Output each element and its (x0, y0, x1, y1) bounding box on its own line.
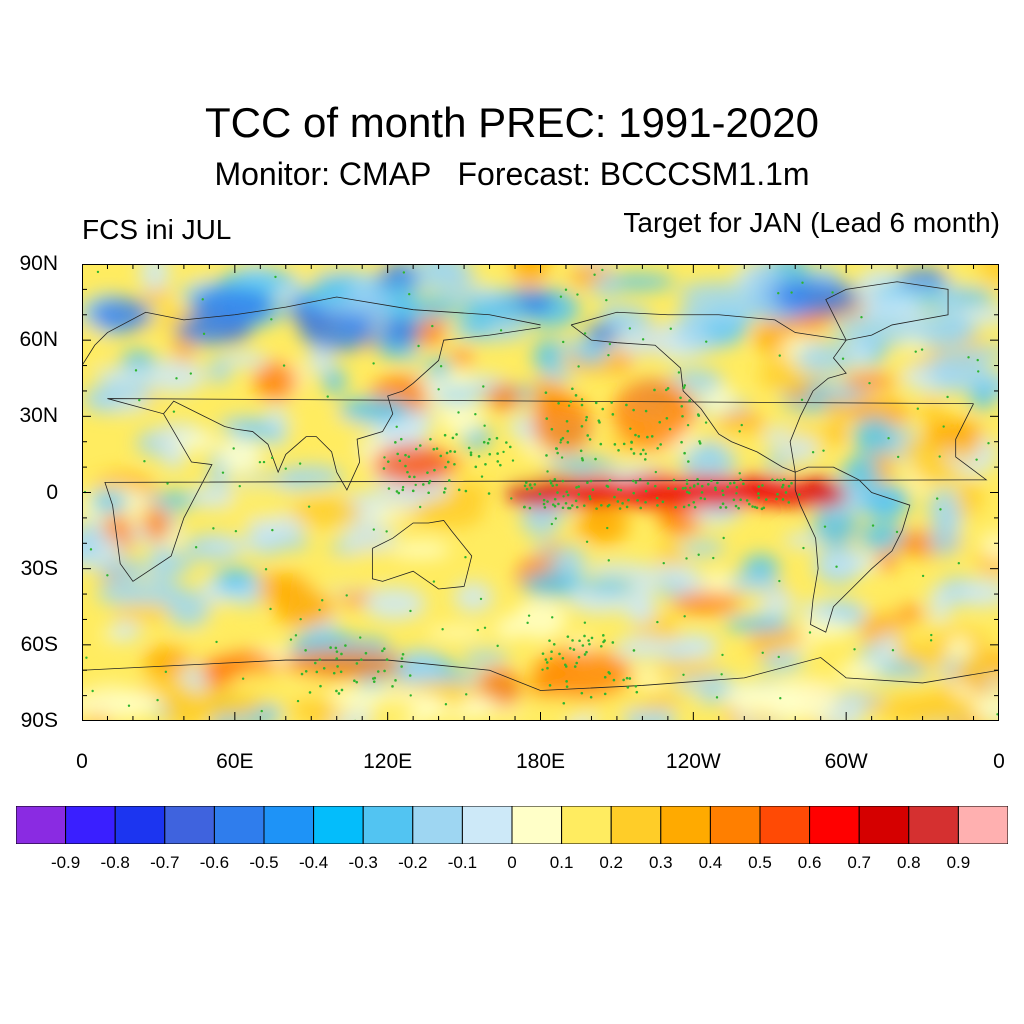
colorbar-swatch-14 (709, 805, 761, 845)
lon-label-5: 60W (824, 750, 868, 773)
colorbar-label: -0.2 (398, 853, 428, 872)
colorbar-swatch-0 (15, 805, 67, 845)
colorbar-label: 0.4 (698, 853, 723, 872)
colorbar-label: 0.9 (946, 853, 971, 872)
lat-label-30S: 30S (20, 556, 58, 580)
colorbar-label: -0.8 (100, 853, 130, 872)
colorbar-label: -0.3 (348, 853, 378, 872)
lat-label-90S: 90S (20, 709, 58, 732)
colorbar-swatch-18 (908, 805, 959, 845)
correlation-map (82, 264, 999, 721)
colorbar-swatch-2 (114, 805, 166, 845)
colorbar-label: 0.7 (847, 853, 871, 872)
lon-label-1: 60E (216, 750, 254, 773)
map-subtitle: Monitor: CMAP Forecast: BCCCSM1.1m (214, 156, 810, 192)
colorbar-label: 0.3 (648, 853, 673, 872)
correlation-field (82, 264, 999, 721)
coastlines (82, 281, 999, 691)
lat-label-30N: 30N (19, 404, 58, 428)
colorbar-swatch-9 (461, 805, 513, 845)
colorbar-swatch-6 (313, 805, 364, 845)
colorbar-swatch-5 (263, 805, 315, 845)
lon-label-0: 0 (76, 750, 88, 773)
colorbar-label: -0.6 (199, 853, 230, 872)
colorbar-swatch-16 (809, 805, 860, 845)
colorbar-label: 0.1 (549, 853, 574, 872)
colorbar-swatch-1 (65, 805, 116, 845)
lat-label-60S: 60S (20, 632, 58, 656)
colorbar-swatch-13 (660, 805, 711, 845)
colorbar-swatch-12 (610, 805, 662, 845)
colorbar-label: -0.7 (150, 853, 180, 872)
lon-label-4: 120W (665, 750, 721, 773)
map-title: TCC of month PREC: 1991-2020 (205, 99, 819, 146)
lon-label-2: 120E (363, 750, 413, 773)
lon-label-6: 0 (993, 750, 1005, 773)
axis-ticks (82, 264, 999, 721)
colorbar-label: -0.9 (50, 853, 81, 872)
lon-label-3: 180E (515, 750, 566, 773)
colorbar-label: -0.1 (447, 853, 478, 872)
colorbar-swatch-7 (362, 805, 414, 845)
colorbar-label: 0.8 (896, 853, 921, 872)
colorbar-swatch-3 (164, 805, 215, 845)
colorbar-label: 0.2 (599, 853, 623, 872)
colorbar-label: 0.6 (797, 853, 822, 872)
lat-label-90N: 90N (19, 252, 58, 275)
colorbar (15, 805, 1009, 845)
colorbar-swatch-4 (213, 805, 265, 845)
colorbar-swatch-11 (561, 805, 612, 845)
init-label: FCS ini JUL (82, 214, 232, 245)
colorbar-swatch-15 (759, 805, 811, 845)
colorbar-swatch-17 (858, 805, 910, 845)
colorbar-swatch-10 (511, 805, 563, 845)
colorbar-label: 0.5 (748, 853, 772, 872)
lat-label-60N: 60N (19, 328, 58, 352)
significance-dots (83, 268, 999, 721)
colorbar-label: -0.5 (249, 853, 279, 872)
colorbar-label: -0.4 (298, 853, 329, 872)
colorbar-label: 0 (507, 853, 517, 872)
colorbar-swatch-8 (412, 805, 463, 845)
lat-label-0: 0 (46, 480, 58, 504)
colorbar-swatch-19 (957, 805, 1009, 845)
target-label: Target for JAN (Lead 6 month) (623, 207, 1000, 238)
